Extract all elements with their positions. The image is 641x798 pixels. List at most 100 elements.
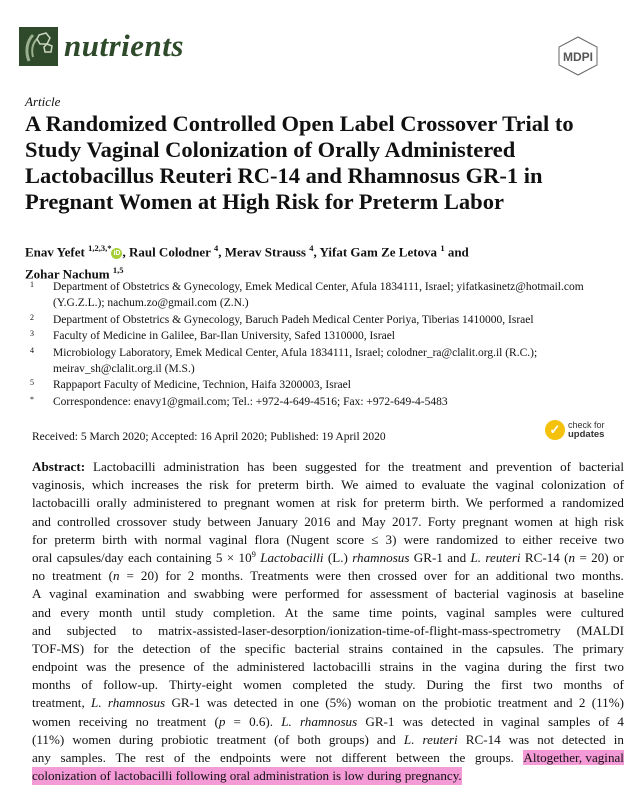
abstract-word: an bbox=[477, 567, 489, 585]
abstract-word: the bbox=[449, 749, 465, 767]
abstract-word: risk bbox=[209, 476, 229, 494]
abstract-word: different bbox=[342, 749, 387, 767]
abstract-word: reuteri bbox=[485, 549, 520, 567]
abstract-text: for bbox=[364, 459, 381, 474]
abstract-text: GR-1 bbox=[365, 713, 395, 729]
abstract-text: birth. bbox=[431, 495, 460, 511]
abstract-word: birth. bbox=[306, 476, 334, 494]
affiliation-text: Correspondence: enavy1@gmail.com; Tel.: … bbox=[53, 395, 448, 408]
abstract-text: The bbox=[553, 640, 574, 656]
abstract-word: of bbox=[436, 585, 447, 603]
abstract-text: The bbox=[115, 750, 136, 765]
abstract-line: endpoint was the presence of the administered l… bbox=[32, 658, 624, 676]
abstract-text: the bbox=[387, 459, 404, 474]
abstract-word: one bbox=[300, 694, 319, 712]
abstract-word: 3) bbox=[386, 531, 397, 549]
abstract-word: for bbox=[236, 476, 251, 494]
abstract-text: the bbox=[219, 640, 236, 656]
abstract-text: between bbox=[207, 513, 252, 529]
abstract-text: groups. bbox=[474, 750, 514, 765]
abstract-word: in bbox=[284, 694, 294, 712]
abstract-word: women bbox=[72, 731, 111, 749]
abstract-text: first bbox=[574, 659, 596, 675]
abstract-word: were bbox=[546, 604, 571, 622]
abstract-text: at bbox=[563, 586, 574, 602]
abstract-word: of bbox=[193, 658, 204, 676]
mdpi-logo: MDPI bbox=[557, 36, 599, 76]
abstract-word: treatment bbox=[217, 731, 266, 749]
abstract-text: and bbox=[32, 604, 51, 620]
abstract-word: GR-1 bbox=[414, 549, 443, 567]
abstract-text: vaginal bbox=[501, 713, 540, 729]
abstract-text: aimed bbox=[365, 477, 398, 493]
abstract-word: (of bbox=[274, 731, 289, 749]
abstract-text: ≤ bbox=[371, 531, 379, 547]
abstract-text: (of bbox=[274, 731, 290, 747]
abstract-word: During bbox=[426, 676, 463, 694]
abstract-word: capsules/day bbox=[57, 549, 124, 567]
abstract-text: birth bbox=[102, 531, 128, 547]
abstract-word: groups. bbox=[475, 749, 514, 767]
abstract-word: oral bbox=[32, 549, 52, 567]
abstract-word: month bbox=[99, 604, 132, 622]
abstract-word: were bbox=[404, 531, 429, 549]
abstract-word: The bbox=[553, 640, 573, 658]
abstract-text: study bbox=[172, 513, 202, 529]
abstract-text: and bbox=[32, 622, 51, 638]
abstract-word: any bbox=[32, 749, 51, 767]
abstract-text: We bbox=[465, 495, 483, 511]
check-for-updates-button[interactable]: ✓ check for updates bbox=[545, 420, 605, 440]
abstract-text: GR-1 bbox=[171, 695, 201, 711]
abstract-text: endpoints bbox=[219, 750, 271, 765]
abstract-word: risk bbox=[337, 494, 357, 512]
abstract-word: preterm bbox=[384, 494, 425, 512]
orcid-icon[interactable]: iD bbox=[111, 248, 123, 260]
abstract-text: groups) bbox=[328, 731, 369, 747]
abstract-text: was bbox=[206, 695, 228, 711]
abstract-text: receive bbox=[559, 531, 598, 547]
abstract-word: × bbox=[227, 549, 234, 567]
author-affiliation-marks: 1 bbox=[440, 243, 445, 253]
abstract-line: and every month until study completion. At the s… bbox=[32, 604, 624, 622]
abstract-text: 5 bbox=[215, 549, 223, 565]
abstract-word: vaginal bbox=[446, 604, 485, 622]
abstract-word: = bbox=[579, 549, 586, 567]
abstract-word: was bbox=[509, 731, 529, 749]
abstract-line: treatment, L. rhamnosus GR-1 was detected in on… bbox=[32, 694, 624, 712]
author-affiliation-marks: 4 bbox=[309, 243, 314, 253]
abstract-word: (11%) bbox=[32, 731, 64, 749]
abstract-text: for bbox=[347, 586, 363, 602]
abstract-text: women bbox=[514, 513, 553, 529]
abstract-word: January bbox=[257, 513, 298, 531]
abstract-text: of bbox=[173, 750, 185, 765]
abstract-word: the bbox=[388, 458, 404, 476]
abstract-text: women bbox=[276, 495, 315, 511]
affiliation-text: Faculty of Medicine in Galilee, Bar-Ilan… bbox=[53, 330, 396, 343]
abstract-text: bacterial bbox=[294, 640, 340, 656]
abstract-text: treatment bbox=[411, 459, 462, 474]
abstract-word: orally bbox=[97, 494, 128, 512]
abstract-text: probiotic bbox=[161, 731, 209, 747]
abstract-text: completion. bbox=[213, 604, 276, 620]
abstract-text: for bbox=[235, 477, 252, 493]
abstract-text: L. bbox=[91, 695, 102, 711]
abstract-text: on bbox=[402, 695, 416, 711]
abstract-text: vaginal bbox=[49, 586, 88, 602]
abstract-word: for bbox=[454, 567, 469, 585]
abstract-text: woman bbox=[357, 695, 397, 711]
abstract-text: (L.) bbox=[327, 549, 348, 565]
abstract-word: pregnant bbox=[462, 513, 508, 531]
abstract-text: no bbox=[135, 713, 149, 729]
abstract-text: samples bbox=[494, 604, 537, 620]
abstract-word: the bbox=[194, 749, 210, 767]
abstract-word: no bbox=[136, 713, 149, 731]
abstract-text: randomized bbox=[436, 531, 498, 547]
abstract-word: Thirty-eight bbox=[169, 676, 232, 694]
abstract-text: reuteri bbox=[485, 549, 521, 565]
abstract-word: was bbox=[86, 658, 106, 676]
abstract-text: flora bbox=[254, 531, 280, 547]
abstract-word: the bbox=[474, 676, 490, 694]
abstract-text: to bbox=[404, 477, 415, 493]
abstract-text: was bbox=[508, 731, 530, 747]
abstract-text: was bbox=[402, 713, 423, 729]
